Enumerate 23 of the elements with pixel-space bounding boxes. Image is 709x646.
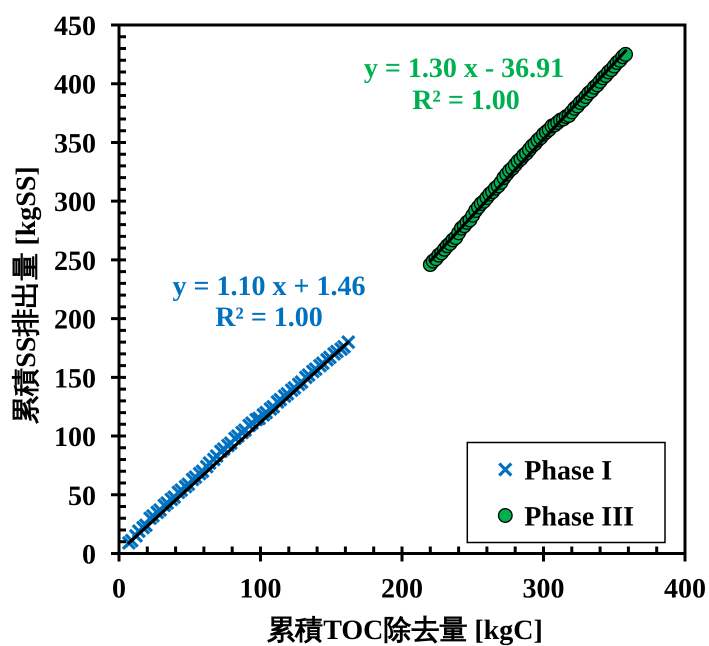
y-axis-title: 累積SS排出量 [kgSS] bbox=[11, 166, 42, 425]
y-tick-label: 300 bbox=[54, 187, 96, 218]
annotation: y = 1.30 x - 36.91 bbox=[364, 53, 564, 84]
annotation: R² = 1.00 bbox=[412, 85, 520, 116]
x-tick-label: 400 bbox=[664, 574, 706, 604]
legend-label: Phase III bbox=[524, 502, 634, 532]
x-axis-title: 累積TOC除去量 [kgC] bbox=[266, 615, 543, 646]
x-tick-label: 300 bbox=[522, 574, 564, 604]
y-tick-label: 200 bbox=[54, 304, 96, 336]
annotation: R² = 1.00 bbox=[215, 302, 323, 333]
annotation: y = 1.10 x + 1.46 bbox=[172, 271, 366, 302]
x-tick-label: 200 bbox=[381, 574, 423, 604]
y-tick-label: 450 bbox=[54, 11, 96, 42]
x-tick-label: 100 bbox=[240, 574, 282, 604]
y-tick-label: 350 bbox=[54, 128, 96, 160]
y-tick-label: 100 bbox=[54, 422, 96, 454]
y-tick-label: 400 bbox=[54, 70, 96, 101]
y-tick-label: 250 bbox=[54, 246, 96, 277]
y-tick-label: 50 bbox=[68, 480, 96, 512]
legend-label: Phase I bbox=[524, 456, 612, 486]
x-tick-label: 0 bbox=[112, 574, 126, 604]
y-tick-label: 0 bbox=[82, 540, 96, 570]
y-tick-label: 150 bbox=[54, 363, 96, 394]
